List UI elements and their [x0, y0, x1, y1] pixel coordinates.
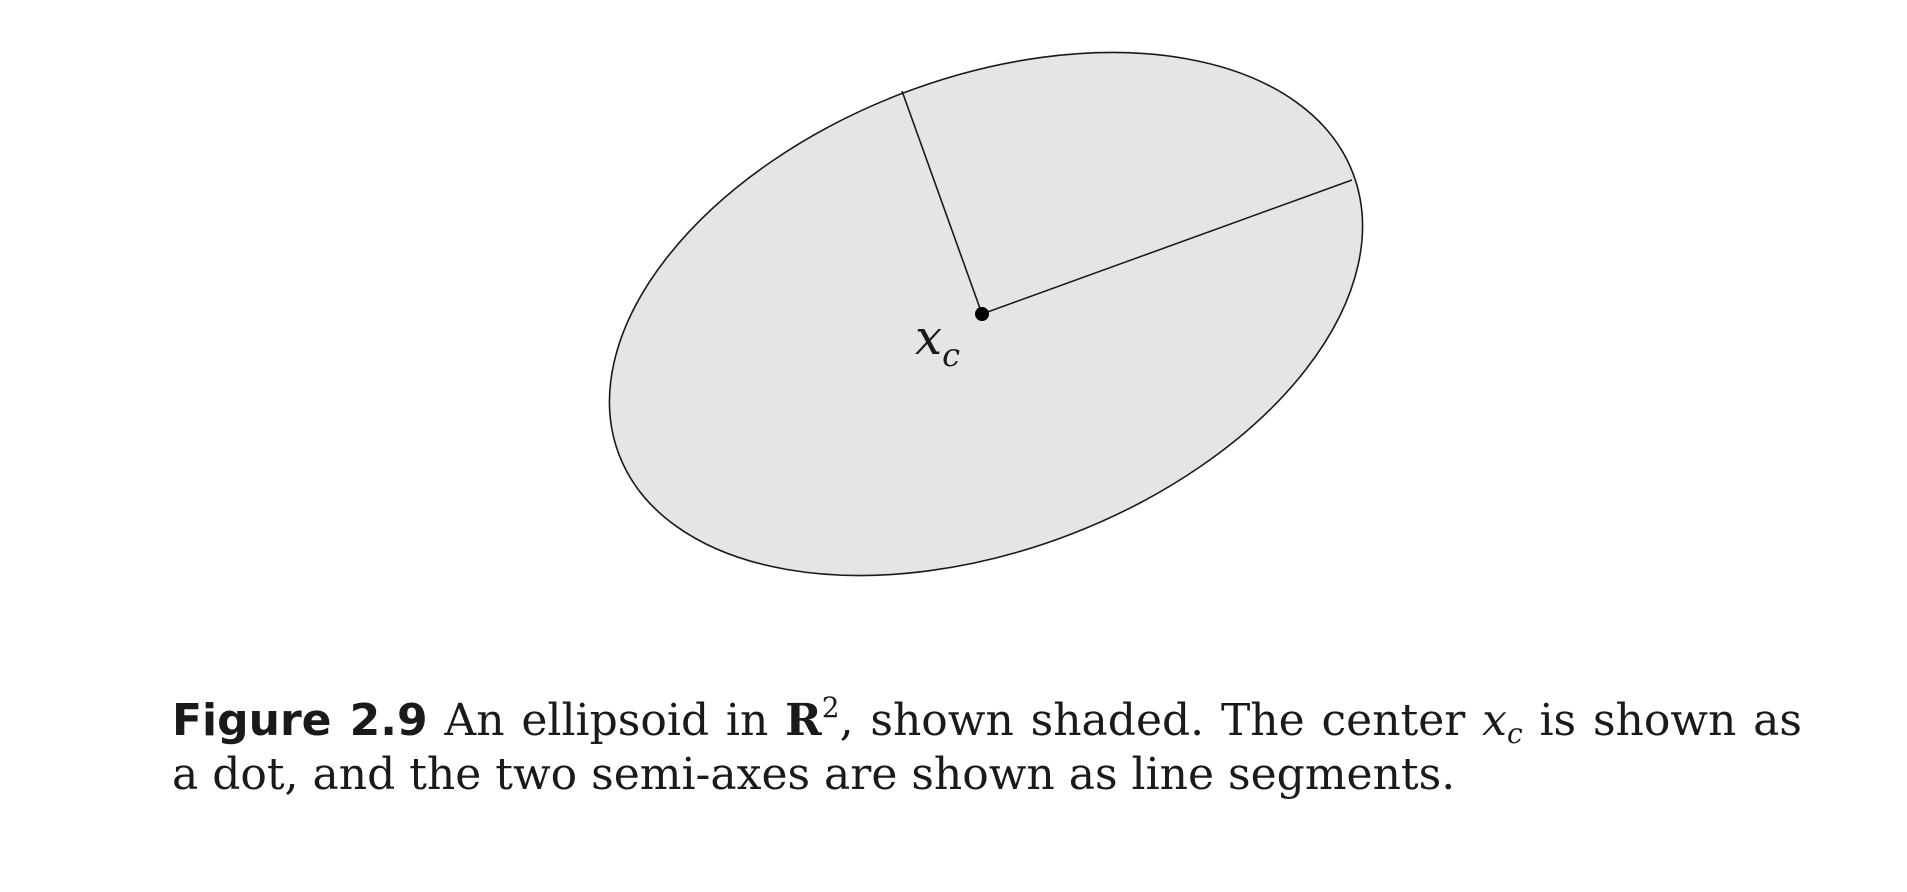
semi-axis-major-segment — [981, 179, 1353, 315]
caption-text-part3: is shown as a dot, and the two semi-axes… — [172, 695, 1802, 800]
center-label-base: x — [915, 310, 943, 366]
center-label: xc — [915, 310, 960, 374]
caption-center-base: x — [1482, 695, 1507, 746]
caption-text-part2: , shown shaded. The center — [839, 695, 1483, 746]
center-label-subscript: c — [942, 336, 960, 374]
caption-text-part1: An ellipsoid in — [427, 695, 786, 746]
figure-number: Figure 2.9 — [172, 695, 428, 746]
caption-space-symbol: R — [785, 695, 822, 746]
caption-center-subscript: c — [1506, 717, 1523, 750]
center-dot — [975, 307, 989, 321]
ellipsoid-shape — [608, 51, 1364, 577]
semi-axis-minor-segment — [901, 90, 983, 315]
figure-caption: Figure 2.9 An ellipsoid in R2, shown sha… — [172, 694, 1802, 802]
caption-space-exponent: 2 — [821, 691, 840, 724]
